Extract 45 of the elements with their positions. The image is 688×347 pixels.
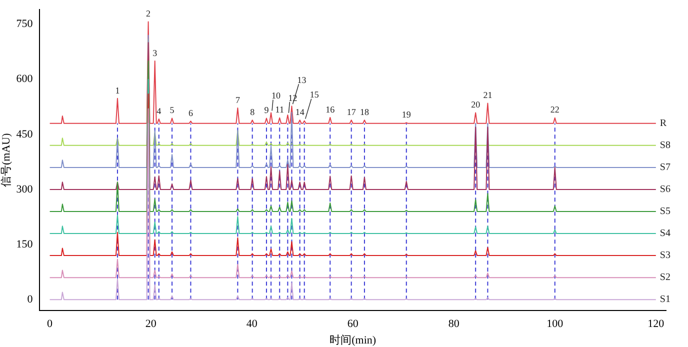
series-label: S1 — [660, 294, 670, 306]
x-tick-label: 120 — [648, 318, 665, 330]
annotation: 6 — [188, 108, 194, 118]
annotation: 22 — [550, 104, 560, 115]
series-label: S5 — [660, 206, 670, 218]
series-label: S7 — [660, 162, 670, 174]
annotation: 21 — [483, 90, 492, 100]
annotation: 15 — [310, 90, 320, 100]
x-tick-label: 60 — [347, 318, 359, 330]
annotation: 10 — [272, 90, 282, 101]
annotation: 11 — [275, 104, 284, 115]
x-axis-title: 时间(min) — [330, 333, 376, 346]
annotation: 19 — [402, 110, 412, 120]
annotation: 9 — [264, 105, 270, 116]
x-tick-label: 20 — [145, 318, 157, 330]
annotation: 13 — [297, 75, 307, 85]
annotation: 20 — [471, 100, 481, 110]
y-tick-label: 450 — [16, 128, 34, 140]
annotation: 14 — [295, 106, 305, 117]
annotation: 16 — [326, 104, 336, 114]
y-tick-label: 300 — [16, 183, 34, 196]
x-tick-label: 80 — [448, 318, 460, 330]
series-label: S3 — [660, 250, 670, 262]
y-tick-label: 600 — [16, 73, 34, 86]
y-tick-label: 0 — [27, 293, 34, 306]
y-tick-label: 150 — [16, 238, 34, 250]
annotation: 5 — [170, 105, 175, 116]
annotation: 4 — [156, 106, 162, 116]
series-label: S4 — [660, 228, 670, 240]
y-tick-label: 750 — [16, 18, 34, 30]
annotation: 8 — [250, 106, 256, 117]
x-tick-label: 0 — [47, 318, 54, 330]
series-label: S6 — [660, 184, 670, 196]
series-label: R — [660, 118, 667, 130]
x-tick-label: 100 — [546, 318, 564, 330]
annotation: 7 — [235, 94, 240, 105]
annotation: 17 — [346, 106, 356, 117]
series-label: S2 — [660, 272, 670, 284]
y-axis-title: 信号(mAU) — [0, 132, 12, 187]
annotation: 1 — [115, 85, 120, 96]
series-label: S8 — [660, 140, 670, 152]
annotation: 18 — [360, 106, 370, 117]
annotation: 2 — [146, 8, 151, 19]
annotation: 3 — [152, 48, 158, 58]
x-tick-label: 40 — [246, 318, 258, 330]
